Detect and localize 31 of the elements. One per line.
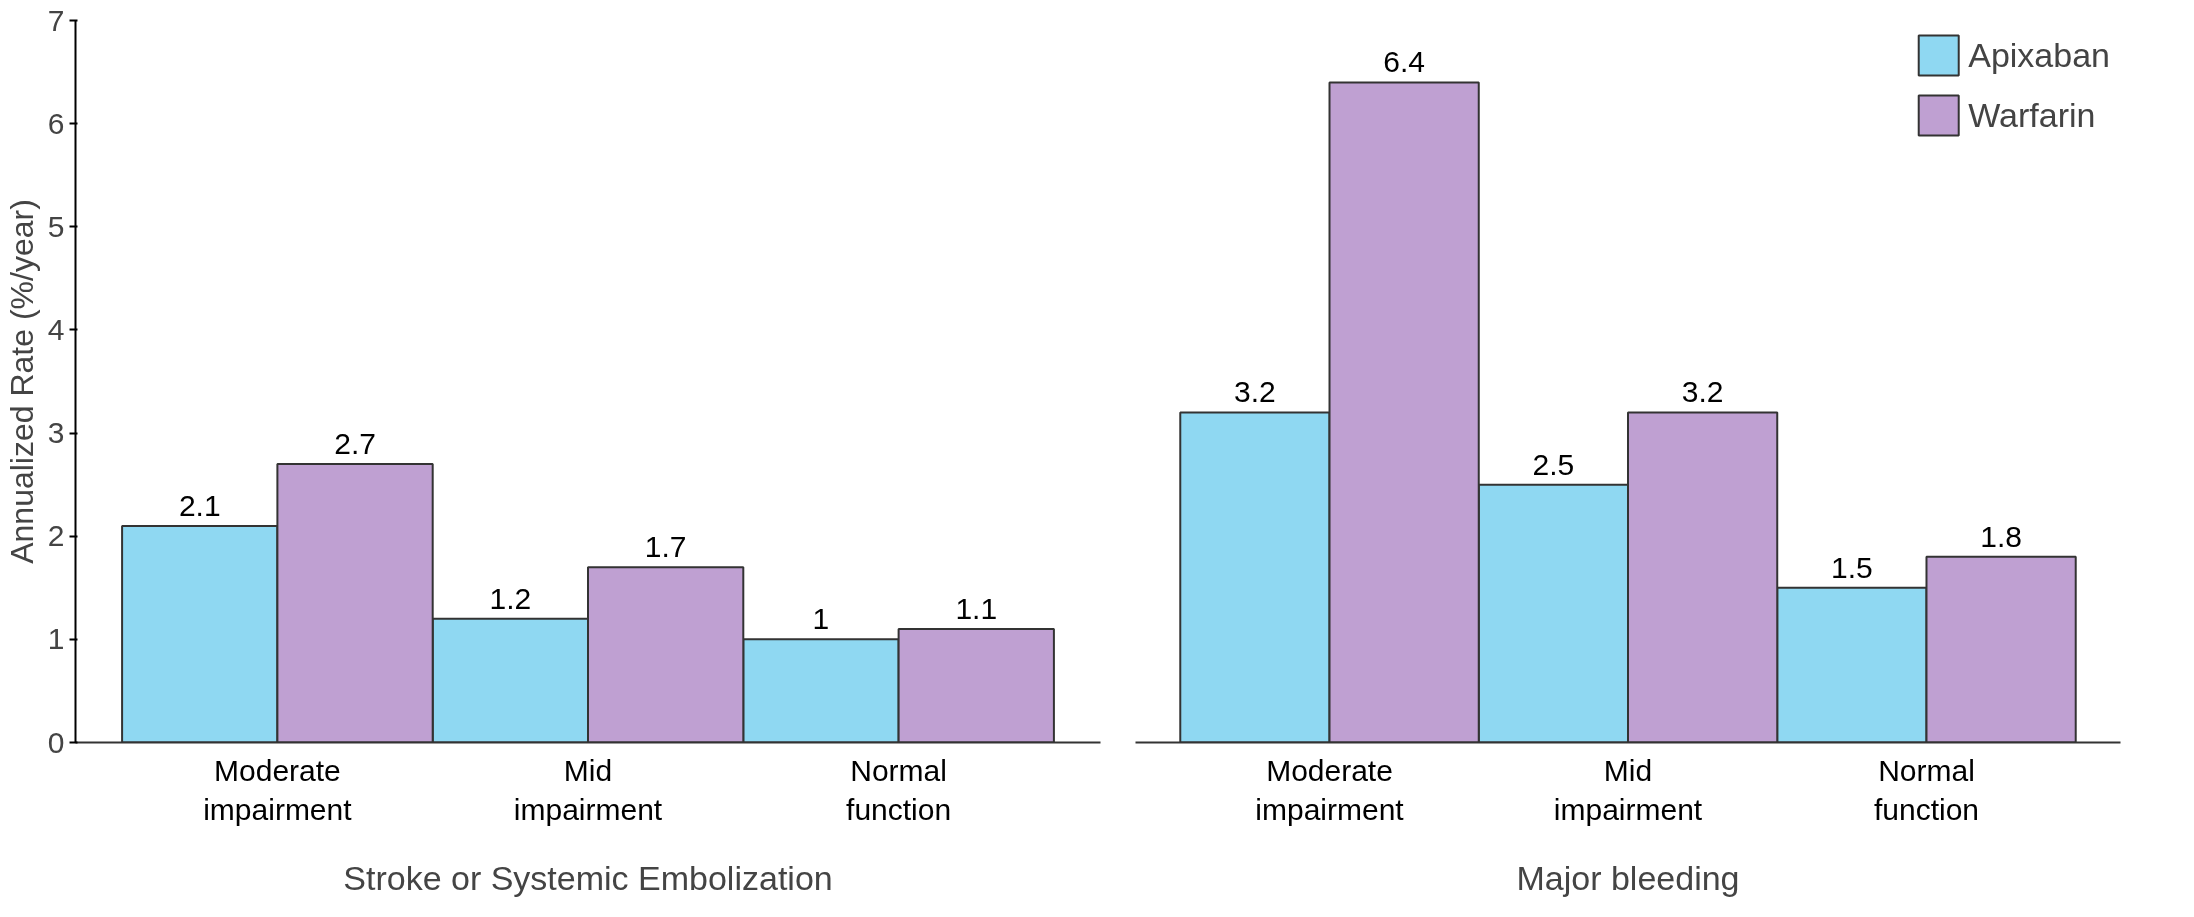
y-axis-title: Annualized Rate (%/year)	[3, 199, 40, 564]
x-axis-title: Major bleeding	[1516, 859, 1740, 898]
y-tick-label: 1	[47, 622, 65, 656]
data-label: 3.2	[1234, 375, 1276, 409]
y-tick-label: 0	[47, 725, 65, 759]
x-tick-label: Moderate impairment	[203, 753, 353, 827]
data-label: 1.7	[644, 530, 687, 564]
x-tick-label: Normal function	[1873, 753, 1980, 827]
data-label: 2.5	[1532, 447, 1575, 481]
data-label: 1.8	[1980, 519, 2022, 553]
data-label: 1.5	[1831, 550, 1873, 584]
x-axis-title: Stroke or Systemic Embolization	[343, 859, 833, 898]
y-tick-label: 7	[47, 3, 65, 37]
y-tick-label: 5	[47, 209, 65, 243]
data-label: 2.7	[334, 427, 376, 461]
x-tick-label: Mid impairment	[513, 753, 663, 827]
data-label: 1	[812, 602, 830, 636]
y-tick-label: 4	[47, 312, 65, 346]
data-label: 3.2	[1681, 375, 1724, 409]
x-tick-label: Mid impairment	[1553, 753, 1703, 827]
data-label: 1.2	[489, 581, 532, 615]
y-tick-label: 3	[47, 416, 65, 450]
y-tick-label: 6	[47, 106, 65, 140]
legend-label: Apixaban	[1968, 35, 2110, 75]
data-label: 1.1	[955, 592, 998, 626]
x-tick-label: Normal function	[846, 753, 952, 827]
y-tick-label: 2	[47, 519, 65, 553]
data-label: 2.1	[178, 488, 221, 522]
data-label: 6.4	[1383, 45, 1425, 79]
legend-label: Warfarin	[1968, 95, 2096, 135]
x-tick-label: Moderate impairment	[1255, 753, 1405, 827]
